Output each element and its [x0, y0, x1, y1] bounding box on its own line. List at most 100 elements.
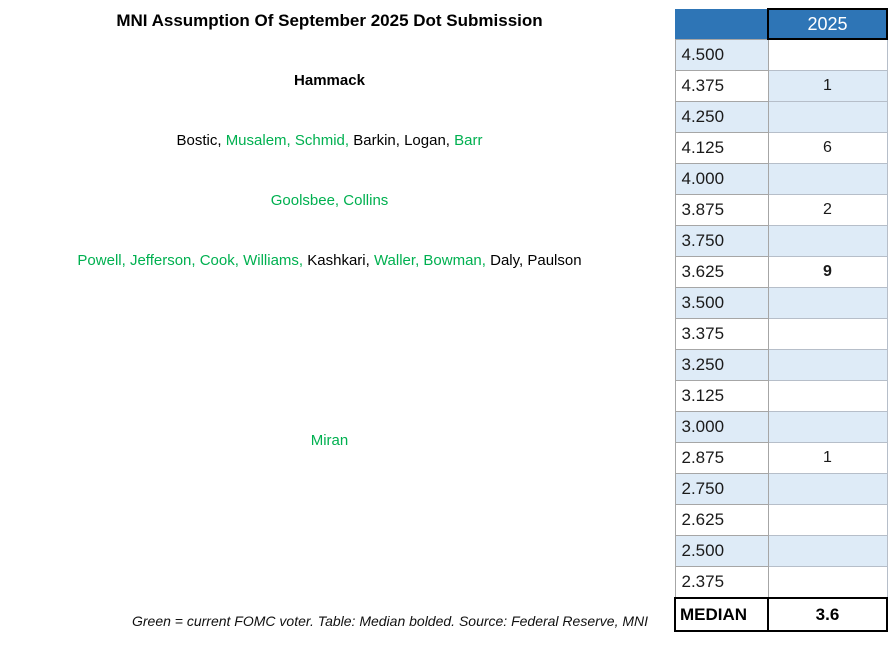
table-row: 4.500 [674, 38, 888, 71]
rate-cell: 4.500 [674, 38, 769, 71]
fomc-member-name: Barkin, [353, 132, 405, 149]
rate-cell: 2.625 [674, 504, 769, 536]
rate-cell: 3.375 [674, 318, 769, 350]
rate-cell: 3.125 [674, 380, 769, 412]
rate-cell: 4.125 [674, 132, 769, 164]
table-row: 2.625 [674, 504, 888, 536]
rate-cell: 3.000 [674, 411, 769, 443]
rate-cell: 3.250 [674, 349, 769, 381]
figure-title: MNI Assumption Of September 2025 Dot Sub… [116, 11, 543, 30]
names-row [0, 336, 659, 366]
table-row: 3.375 [674, 318, 888, 350]
count-cell [767, 473, 888, 505]
table-row: 3.875 2 [674, 194, 888, 226]
rate-cell: 2.500 [674, 535, 769, 567]
fomc-member-name: Paulson [527, 252, 582, 269]
count-cell [767, 349, 888, 381]
names-row [0, 546, 659, 576]
rate-cell: 3.750 [674, 225, 769, 257]
names-row [0, 96, 659, 126]
count-cell [767, 535, 888, 567]
fomc-member-name: Bowman, [423, 252, 491, 269]
count-cell [767, 163, 888, 195]
names-row [0, 366, 659, 396]
count-cell [767, 411, 888, 443]
table-row: 4.250 [674, 101, 888, 133]
count-cell [767, 566, 888, 599]
count-cell [767, 101, 888, 133]
names-row [0, 486, 659, 516]
table-row: 3.125 [674, 380, 888, 412]
names-row [0, 396, 659, 426]
table-row: 3.625 9 [674, 256, 888, 288]
count-cell: 9 [767, 256, 888, 288]
count-cell [767, 380, 888, 412]
rate-cell: 4.000 [674, 163, 769, 195]
rate-cell: 2.375 [674, 566, 769, 599]
names-row [0, 216, 659, 246]
names-row [0, 36, 659, 66]
names-row: Powell, Jefferson, Cook, Williams, Kashk… [0, 246, 659, 276]
fomc-member-name: Cook, [199, 252, 244, 269]
fomc-member-name: Musalem, [225, 132, 295, 149]
names-rows: Hammack Bostic, Musalem, Schmid, Barkin, … [0, 36, 659, 576]
fomc-member-name: Miran [310, 432, 349, 449]
dot-table-wrap: 2025 4.500 4.375 1 4.250 4.125 6 4.000 3.875 2 3.… [674, 8, 888, 632]
names-row [0, 306, 659, 336]
year-column-header: 2025 [767, 8, 888, 40]
table-body: 4.500 4.375 1 4.250 4.125 6 4.000 3.875 2 3.750 3.… [674, 38, 888, 599]
fomc-member-name: Logan, [404, 132, 455, 149]
dot-submission-table: 2025 4.500 4.375 1 4.250 4.125 6 4.000 3.875 2 3.… [674, 8, 888, 632]
fomc-member-name: Kashkari, [307, 252, 374, 269]
table-row: 4.000 [674, 163, 888, 195]
count-cell [767, 287, 888, 319]
table-row: 3.750 [674, 225, 888, 257]
fomc-member-name: Hammack [294, 72, 365, 89]
rate-cell: 3.500 [674, 287, 769, 319]
median-row: MEDIAN 3.6 [674, 597, 888, 632]
count-cell: 1 [767, 442, 888, 474]
rate-cell: 4.250 [674, 101, 769, 133]
fomc-member-name: Goolsbee, [270, 192, 344, 209]
fomc-member-name: Williams, [243, 252, 308, 269]
names-row: Miran [0, 426, 659, 456]
table-row: 2.500 [674, 535, 888, 567]
count-cell [767, 38, 888, 71]
names-row: Goolsbee, Collins [0, 186, 659, 216]
fomc-member-name: Schmid, [294, 132, 354, 149]
count-cell [767, 318, 888, 350]
table-row: 4.125 6 [674, 132, 888, 164]
table-row: 3.250 [674, 349, 888, 381]
rate-cell: 2.750 [674, 473, 769, 505]
names-pane: MNI Assumption Of September 2025 Dot Sub… [0, 8, 659, 576]
count-cell [767, 504, 888, 536]
table-row: 2.375 [674, 566, 888, 599]
table-row: 3.000 [674, 411, 888, 443]
fomc-member-name: Bostic, [176, 132, 226, 149]
rate-cell: 3.875 [674, 194, 769, 226]
fomc-member-name: Barr [454, 132, 483, 149]
rate-cell: 2.875 [674, 442, 769, 474]
table-row: 2.750 [674, 473, 888, 505]
count-cell: 1 [767, 70, 888, 102]
rate-cell: 4.375 [674, 70, 769, 102]
table-row: 4.375 1 [674, 70, 888, 102]
rate-cell: 3.625 [674, 256, 769, 288]
names-row: Bostic, Musalem, Schmid, Barkin, Logan, … [0, 126, 659, 156]
fomc-member-name: Jefferson, [129, 252, 200, 269]
fomc-member-name: Collins [343, 192, 389, 209]
names-row: Hammack [0, 66, 659, 96]
fomc-member-name: Waller, [373, 252, 424, 269]
table-corner-cell [675, 9, 768, 39]
median-label-cell: MEDIAN [674, 597, 769, 632]
table-row: 3.500 [674, 287, 888, 319]
names-row [0, 156, 659, 186]
count-cell [767, 225, 888, 257]
fomc-member-name: Daly, [490, 252, 528, 269]
names-row [0, 276, 659, 306]
table-row: 2.875 1 [674, 442, 888, 474]
median-value-cell: 3.6 [767, 597, 888, 632]
fomc-member-name: Powell, [77, 252, 130, 269]
names-row [0, 456, 659, 486]
